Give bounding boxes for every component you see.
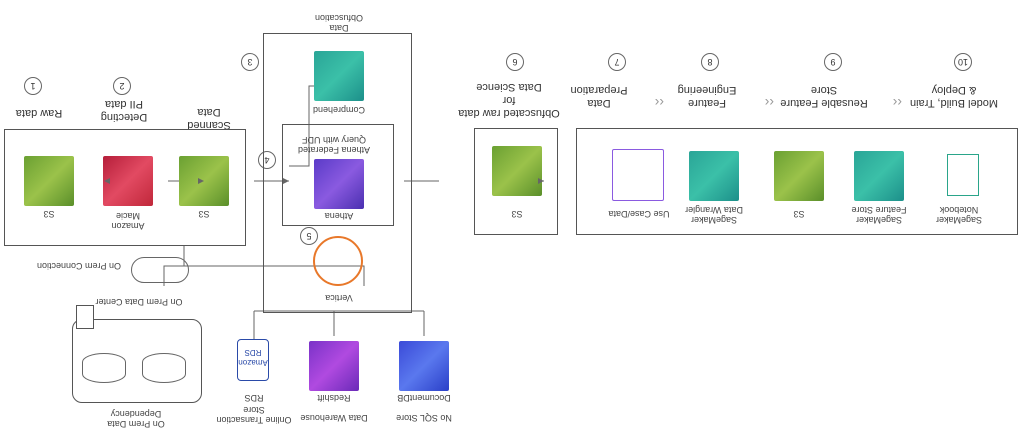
arrow-heads — [104, 178, 544, 184]
architecture-diagram: 1 Raw data 2 Detecting PII data Scanned … — [4, 13, 1018, 429]
